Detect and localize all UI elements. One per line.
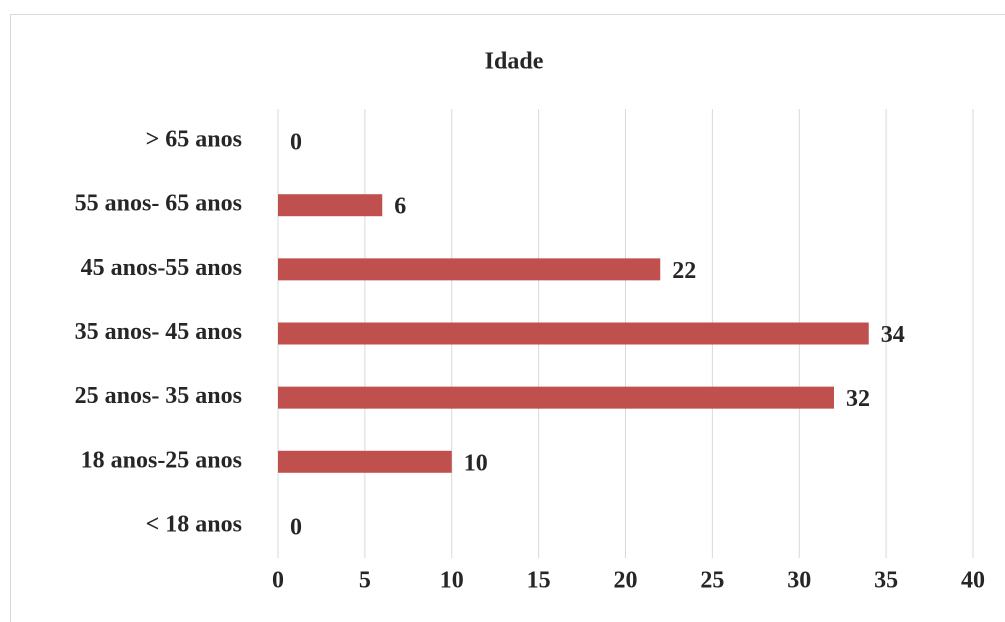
bar <box>278 386 834 409</box>
data-label: 34 <box>881 322 905 348</box>
x-tick-label: 0 <box>272 568 284 594</box>
bar <box>278 258 661 281</box>
y-tick-label: 35 anos- 45 anos <box>75 319 242 345</box>
y-tick-label: 45 anos-55 anos <box>81 255 242 281</box>
data-label: 0 <box>290 130 302 156</box>
data-label: 0 <box>290 514 302 540</box>
x-tick-label: 25 <box>700 568 724 594</box>
bar <box>278 194 383 217</box>
y-tick-label: 25 anos- 35 anos <box>75 383 242 409</box>
x-tick-label: 5 <box>359 568 371 594</box>
data-label: 32 <box>846 386 870 412</box>
chart-title: Idade <box>485 49 544 75</box>
y-tick-label: < 18 anos <box>146 511 242 537</box>
bar <box>278 450 452 473</box>
data-label: 22 <box>672 258 696 284</box>
y-tick-label: > 65 anos <box>146 127 242 153</box>
data-label: 6 <box>394 194 406 220</box>
bar <box>278 322 869 345</box>
x-tick-label: 40 <box>961 568 985 594</box>
data-label: 10 <box>464 450 488 476</box>
x-tick-label: 10 <box>440 568 464 594</box>
x-tick-label: 35 <box>874 568 898 594</box>
chart-frame <box>10 14 1005 622</box>
x-tick-label: 30 <box>787 568 811 594</box>
y-tick-label: 18 anos-25 anos <box>81 447 242 473</box>
x-tick-label: 15 <box>527 568 551 594</box>
x-tick-label: 20 <box>614 568 638 594</box>
y-tick-label: 55 anos- 65 anos <box>75 191 242 217</box>
